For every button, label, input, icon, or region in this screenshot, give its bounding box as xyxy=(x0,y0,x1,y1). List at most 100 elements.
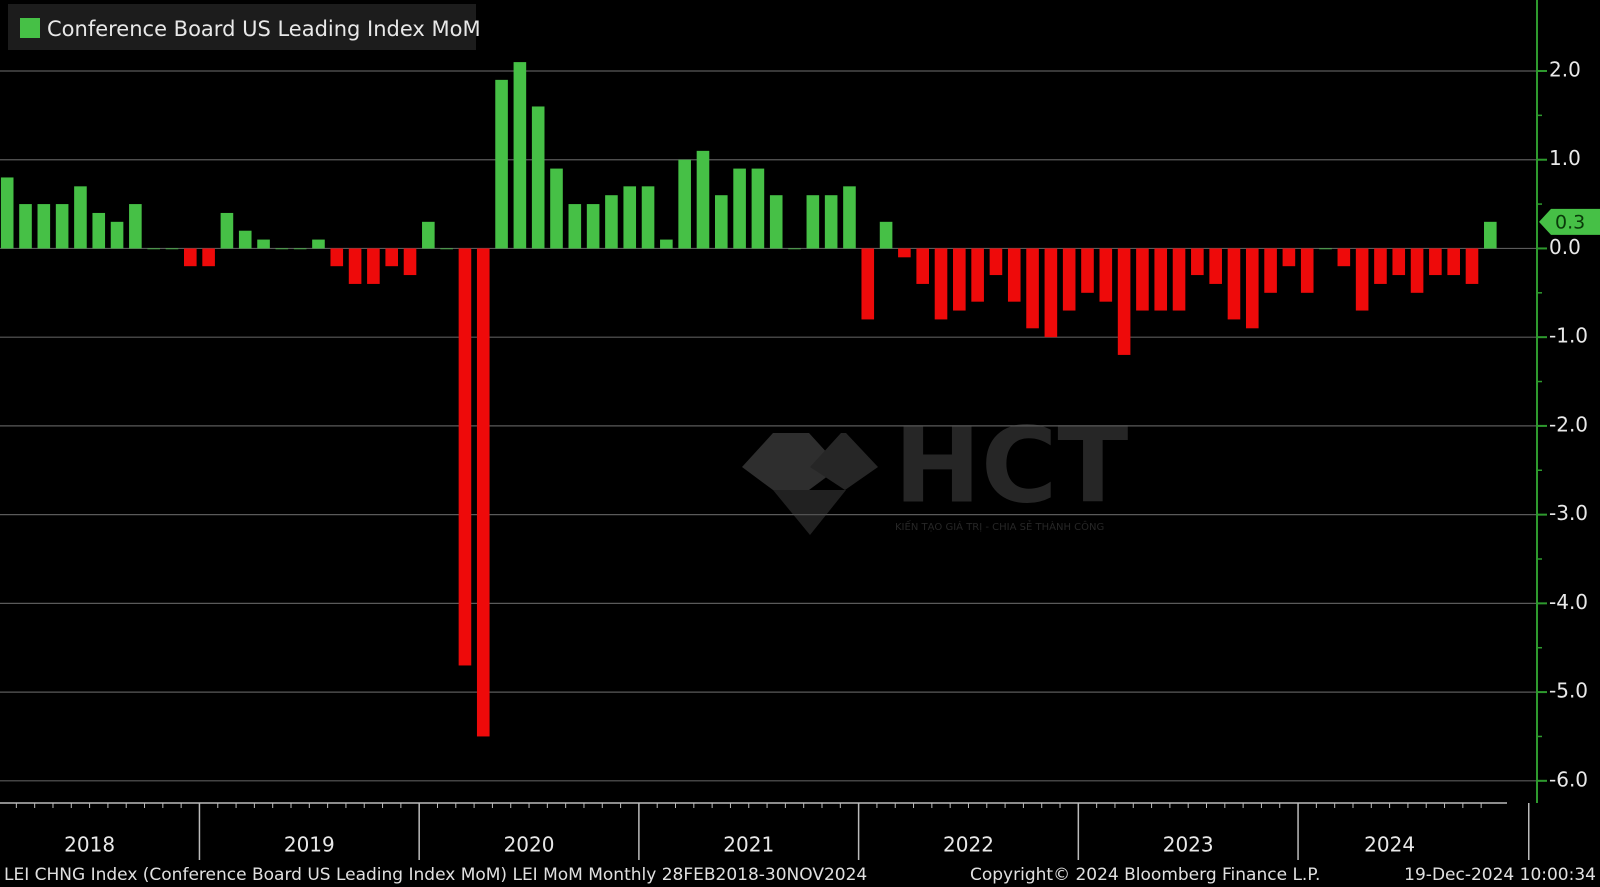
bar xyxy=(19,204,32,249)
x-tick-label: 2022 xyxy=(943,833,994,857)
bar xyxy=(605,195,618,249)
bar xyxy=(238,230,252,249)
bar xyxy=(788,248,801,250)
watermark-brand: HCT xyxy=(894,404,1128,526)
watermark: HCT KIẾN TẠO GIÁ TRỊ - CHIA SẺ THÀNH CÔN… xyxy=(742,404,1128,535)
bar xyxy=(1392,248,1406,276)
y-tick-label: -4.0 xyxy=(1549,590,1588,614)
grid xyxy=(0,70,1537,782)
timestamp: 19-Dec-2024 10:00:34 xyxy=(1404,865,1596,885)
bar xyxy=(623,186,637,249)
bar xyxy=(385,248,399,267)
legend: Conference Board US Leading Index MoM xyxy=(8,4,481,50)
bar xyxy=(1264,248,1277,293)
bar xyxy=(1191,248,1204,276)
bar xyxy=(92,212,106,249)
bars xyxy=(0,62,1497,737)
legend-box xyxy=(8,4,476,50)
y-tick-label: 1.0 xyxy=(1549,146,1581,170)
bar xyxy=(934,248,948,320)
bar xyxy=(1154,248,1168,311)
y-tick-label: -3.0 xyxy=(1549,501,1588,525)
bar xyxy=(751,168,765,249)
bar xyxy=(147,248,160,250)
bar xyxy=(1300,248,1314,293)
x-tick-label: 2024 xyxy=(1364,833,1415,857)
legend-label: Conference Board US Leading Index MoM xyxy=(47,17,481,41)
bar xyxy=(495,79,508,249)
x-tick-label: 2019 xyxy=(284,833,335,857)
bar xyxy=(348,248,362,284)
watermark-diamond xyxy=(773,490,846,535)
bar xyxy=(257,239,270,249)
bar xyxy=(220,212,234,249)
last-value-tag xyxy=(1539,208,1600,235)
bar xyxy=(1081,248,1094,293)
watermark-slogan: KIẾN TẠO GIÁ TRỊ - CHIA SẺ THÀNH CÔNG xyxy=(895,519,1104,533)
bar xyxy=(531,106,545,249)
x-tick-label: 2018 xyxy=(64,833,115,857)
bar xyxy=(861,248,875,320)
bar xyxy=(879,221,893,249)
bar xyxy=(660,239,673,249)
x-tick-label: 2020 xyxy=(504,833,555,857)
copyright: Copyright© 2024 Bloomberg Finance L.P. xyxy=(970,865,1320,885)
bar xyxy=(367,248,380,284)
watermark-diamond xyxy=(742,433,840,490)
bar xyxy=(1429,248,1442,276)
legend-swatch xyxy=(20,18,40,38)
bar xyxy=(129,204,142,249)
bar xyxy=(330,248,344,267)
bar xyxy=(513,62,527,249)
bar xyxy=(1484,221,1497,249)
bar xyxy=(568,204,582,249)
bar xyxy=(74,186,87,249)
bar xyxy=(202,248,215,267)
bar xyxy=(898,248,911,258)
bar xyxy=(1319,248,1332,250)
bar xyxy=(1282,248,1296,267)
bar xyxy=(824,195,838,249)
y-tick-label: -2.0 xyxy=(1549,412,1588,436)
bar xyxy=(1465,248,1479,284)
bar xyxy=(37,204,51,249)
y-tick-label: -5.0 xyxy=(1549,679,1588,703)
bar xyxy=(1136,248,1149,311)
bar xyxy=(1044,248,1058,338)
bar xyxy=(458,248,472,666)
bar xyxy=(1099,248,1113,302)
bar xyxy=(678,159,691,249)
bar xyxy=(1337,248,1351,267)
y-tick-label: -1.0 xyxy=(1549,324,1588,348)
source-note: LEI CHNG Index (Conference Board US Lead… xyxy=(4,865,867,885)
x-tick-label: 2021 xyxy=(723,833,774,857)
bar xyxy=(641,186,655,249)
bar xyxy=(476,248,490,737)
bar xyxy=(769,195,783,249)
bar xyxy=(275,248,289,250)
last-value-label: 0.3 xyxy=(1555,211,1585,233)
bar xyxy=(953,248,966,311)
bar xyxy=(1026,248,1039,329)
bar xyxy=(110,221,124,249)
x-tick-label: 2023 xyxy=(1163,833,1214,857)
bar xyxy=(1227,248,1241,320)
y-tick-label: 2.0 xyxy=(1549,57,1581,81)
watermark-diamond xyxy=(810,433,878,490)
bar xyxy=(440,248,453,250)
bar xyxy=(1209,248,1222,284)
bar xyxy=(312,239,325,249)
bar xyxy=(1117,248,1131,355)
bar xyxy=(1447,248,1460,276)
bar xyxy=(550,168,563,249)
bar xyxy=(971,248,984,302)
bar xyxy=(293,248,307,250)
bar xyxy=(916,248,929,284)
bar xyxy=(696,150,710,249)
bar xyxy=(1172,248,1186,311)
bar xyxy=(422,221,435,249)
bar xyxy=(165,248,179,250)
y-tick-label: -6.0 xyxy=(1549,767,1588,791)
